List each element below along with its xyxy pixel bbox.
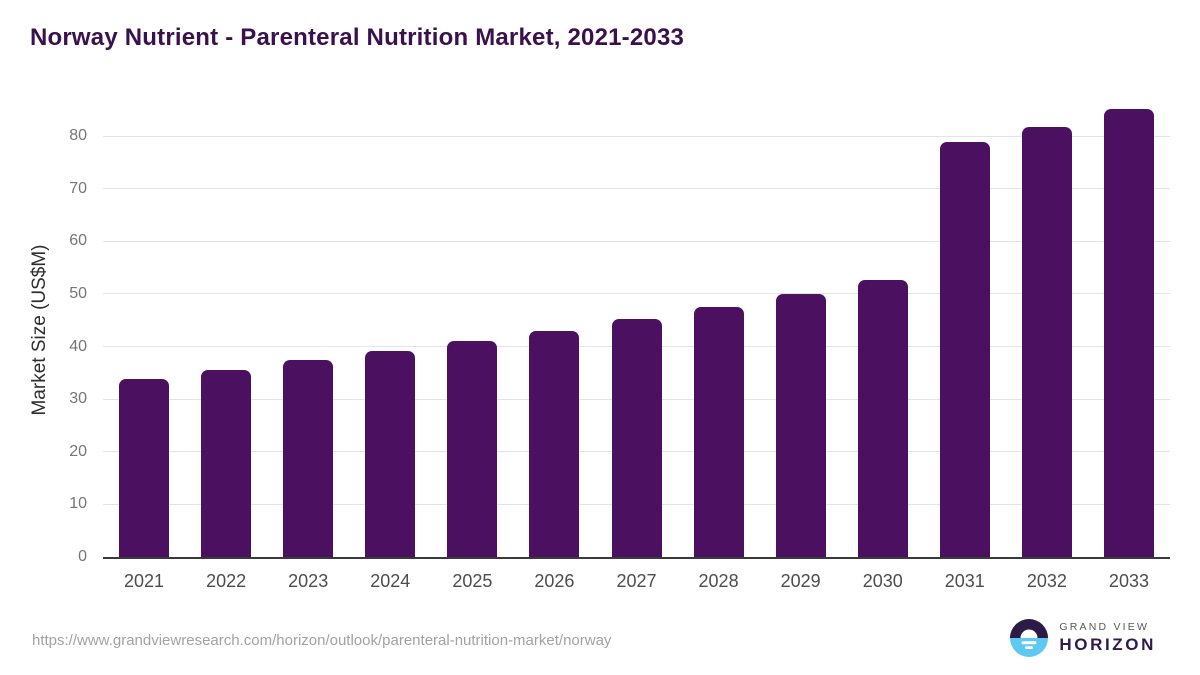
x-tick-label-2024: 2024 xyxy=(370,571,411,591)
logo-brand-name: GRAND VIEW xyxy=(1059,621,1150,633)
bar-2023 xyxy=(283,360,334,557)
bar-2032 xyxy=(1021,126,1072,557)
y-tick-label-40: 40 xyxy=(69,337,87,355)
x-tick-label-2021: 2021 xyxy=(124,571,165,591)
brand-logo: GRAND VIEW HORIZON xyxy=(1009,618,1156,658)
logo-product-name: HORIZON xyxy=(1059,635,1156,654)
logo-wordmark: GRAND VIEW HORIZON xyxy=(1059,621,1156,655)
y-tick-label-10: 10 xyxy=(69,495,87,513)
y-tick-label-30: 30 xyxy=(69,390,87,408)
bar-2029 xyxy=(775,293,826,557)
source-url: https://www.grandviewresearch.com/horizo… xyxy=(32,632,612,649)
bar-2028 xyxy=(693,307,744,557)
x-tick-label-2022: 2022 xyxy=(206,571,247,591)
bar-2031 xyxy=(939,142,990,557)
bar-2022 xyxy=(201,369,252,557)
bar-2021 xyxy=(119,379,170,557)
bar-2025 xyxy=(447,341,498,557)
y-tick-label-60: 60 xyxy=(69,232,87,250)
sunrise-horizon-circle-icon xyxy=(1010,619,1049,657)
y-tick-label-20: 20 xyxy=(69,442,87,460)
x-tick-label-2029: 2029 xyxy=(780,571,821,591)
x-tick-label-2033: 2033 xyxy=(1108,571,1149,591)
x-tick-label-2032: 2032 xyxy=(1026,571,1067,591)
bar-2033 xyxy=(1103,108,1154,557)
x-tick-label-2023: 2023 xyxy=(288,571,329,591)
y-tick-label-50: 50 xyxy=(69,284,87,302)
bar-2030 xyxy=(857,279,908,557)
x-tick-label-2028: 2028 xyxy=(698,571,739,591)
x-tick-label-2025: 2025 xyxy=(452,571,493,591)
x-tick-label-2030: 2030 xyxy=(862,571,903,591)
x-tick-label-2026: 2026 xyxy=(534,571,575,591)
y-tick-label-80: 80 xyxy=(69,127,87,144)
x-tick-label-2031: 2031 xyxy=(944,571,985,591)
gridline-50 xyxy=(103,293,1170,295)
chart-title: Norway Nutrient - Parenteral Nutrition M… xyxy=(30,24,685,51)
plot-area: 0 10 20 30 40 50 60 70 80 2021 2022 2023 2024 2025 202… xyxy=(69,108,1170,591)
bar-2027 xyxy=(611,319,662,557)
bar-2026 xyxy=(529,330,580,557)
y-axis-title: Market Size (US$M) xyxy=(29,244,50,416)
gridline-60 xyxy=(103,240,1170,242)
gridline-70 xyxy=(103,188,1170,190)
y-tick-label-0: 0 xyxy=(78,548,87,565)
gridline-80 xyxy=(103,135,1170,137)
y-tick-label-70: 70 xyxy=(69,179,87,197)
bar-2024 xyxy=(365,351,416,557)
x-tick-label-2027: 2027 xyxy=(616,571,657,591)
